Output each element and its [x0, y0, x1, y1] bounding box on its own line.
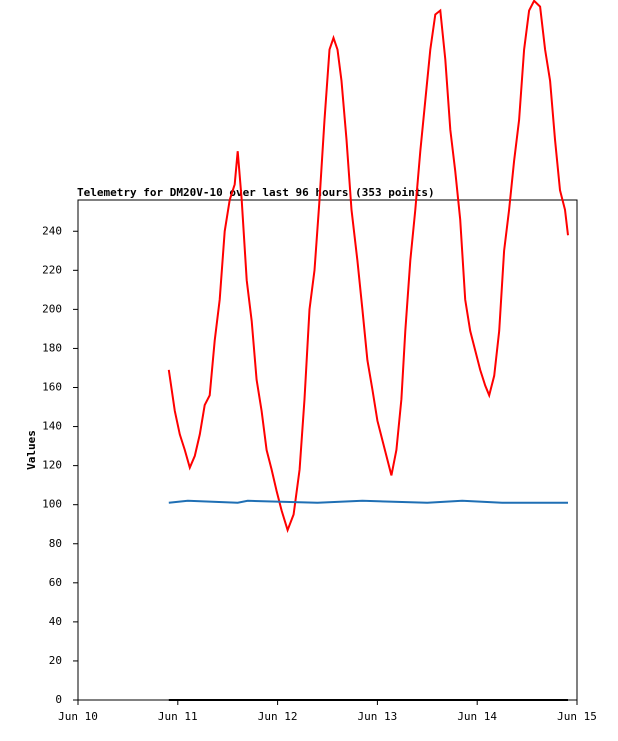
- y-tick-label: 240: [42, 224, 62, 237]
- y-tick-label: 160: [42, 381, 62, 394]
- y-tick-label: 180: [42, 341, 62, 354]
- x-tick-label: Jun 12: [258, 710, 298, 723]
- y-tick-label: 140: [42, 420, 62, 433]
- y-tick-label: 40: [49, 615, 62, 628]
- y-tick-label: 200: [42, 302, 62, 315]
- y-tick-label: 120: [42, 459, 62, 472]
- x-tick-label: Jun 10: [58, 710, 98, 723]
- y-tick-label: 20: [49, 654, 62, 667]
- x-tick-label: Jun 14: [457, 710, 497, 723]
- series-line: [167, 0, 569, 534]
- x-tick-label: Jun 13: [358, 710, 398, 723]
- chart-title: Telemetry for DM20V-10 over last 96 hour…: [77, 186, 435, 199]
- y-tick-label: 0: [55, 693, 62, 706]
- x-tick-label: Jun 11: [158, 710, 198, 723]
- y-tick-label: 60: [49, 576, 62, 589]
- y-tick-label: 80: [49, 537, 62, 550]
- x-tick-label: Jun 15: [557, 710, 597, 723]
- y-axis-label: Values: [25, 430, 38, 470]
- y-tick-label: 220: [42, 263, 62, 276]
- series-line: [168, 499, 568, 504]
- y-tick-label: 100: [42, 498, 62, 511]
